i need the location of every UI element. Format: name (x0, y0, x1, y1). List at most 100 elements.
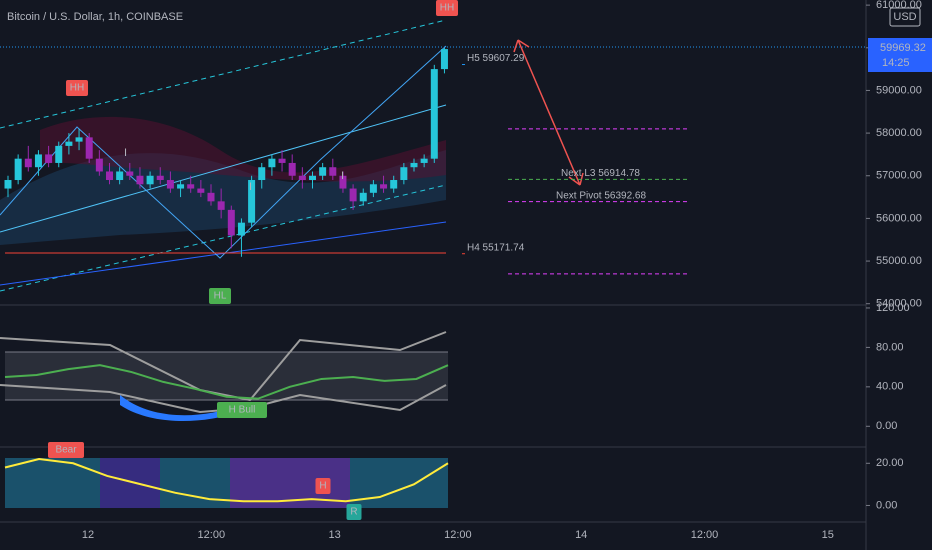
candle-body (298, 175, 306, 181)
candle-body (65, 141, 73, 146)
candle-body (278, 158, 286, 163)
candle-body (197, 188, 205, 193)
price-tick-label: 0.00 (876, 420, 897, 432)
candle-body (55, 145, 63, 163)
indicator-line (4, 458, 449, 503)
candle-body (430, 69, 438, 159)
candle-body (116, 171, 124, 181)
time-label: 12:00 (198, 529, 226, 541)
band (5, 352, 448, 400)
candle-body (146, 175, 154, 185)
signal-marker (217, 402, 267, 418)
level-label: Next L3 56914.78 (561, 168, 640, 179)
signal-label: Bear (55, 445, 77, 456)
price-tick-label: 20.00 (876, 457, 904, 469)
time-label: 12:00 (444, 529, 472, 541)
candle-body (187, 184, 195, 189)
signal-marker (436, 0, 458, 16)
price-tick-label: 56000.00 (876, 212, 922, 224)
candle-body (4, 180, 12, 189)
candle-body (136, 175, 144, 185)
price-tick-label: 57000.00 (876, 170, 922, 182)
candle-body (440, 49, 448, 70)
candle-body (126, 171, 134, 176)
candle-body (380, 184, 388, 189)
candle-body (217, 201, 225, 210)
signal-marker (315, 478, 331, 494)
level-label: H5 59607.29 (467, 53, 525, 64)
candle-body (45, 154, 53, 163)
candle-body (207, 192, 215, 202)
signal-marker (48, 442, 84, 458)
candle-body (319, 167, 327, 176)
candle-body (106, 171, 113, 181)
indicator-line (4, 364, 449, 400)
last-price-box (868, 38, 932, 72)
candle-body (156, 175, 164, 181)
price-tick-label: 55000.00 (876, 255, 922, 267)
price-tick-label: 0.00 (876, 499, 897, 511)
price-tick-label: 80.00 (876, 341, 904, 353)
signal-marker (346, 504, 362, 520)
level-label: Next Pivot 56392.68 (556, 190, 646, 201)
candle-body (24, 158, 32, 168)
time-label: 13 (328, 529, 340, 541)
marker-i: I (341, 170, 344, 182)
symbol-title: Bitcoin / U.S. Dollar, 1h, COINBASE (7, 11, 183, 23)
channel-line (0, 184, 447, 292)
channel-line (0, 19, 447, 129)
cloud (40, 116, 446, 182)
candle-body (390, 180, 398, 189)
time-label: 12 (82, 529, 94, 541)
candle-body (309, 175, 316, 181)
currency[interactable]: USD (893, 11, 916, 23)
envelope (0, 331, 447, 402)
candle-body (85, 137, 93, 159)
candle-body (420, 158, 428, 163)
marker-i: I (249, 181, 252, 193)
candle-body (400, 167, 408, 181)
countdown: 14:25 (882, 57, 910, 69)
last-price: 59969.32 (880, 42, 926, 54)
signal-label: H Bull (229, 405, 256, 416)
time-label: 14 (575, 529, 587, 541)
candle-body (359, 192, 367, 202)
signal-label: HH (70, 83, 84, 94)
candle-body (410, 162, 418, 168)
candle-body (369, 184, 377, 193)
candle-body (248, 180, 256, 223)
candle-body (237, 222, 245, 236)
time-label: 12:00 (691, 529, 719, 541)
price-tick-label: 58000.00 (876, 127, 922, 139)
candle-body (75, 137, 83, 142)
projection-arrow (513, 39, 584, 186)
candle-body (177, 184, 185, 189)
candle-body (14, 158, 22, 181)
candle-body (268, 158, 276, 168)
price-tick-label: 59000.00 (876, 84, 922, 96)
signal-label: HL (214, 291, 227, 302)
marker-i: I (124, 147, 127, 159)
candle-body (95, 158, 103, 172)
candle-body (166, 180, 174, 189)
candle-body (339, 175, 347, 189)
signal-marker (209, 288, 231, 304)
price-tick-label: 40.00 (876, 381, 904, 393)
heatmap (100, 458, 160, 508)
price-tick-label: 61000.00 (876, 0, 922, 11)
channel-line (0, 104, 447, 233)
signal-marker (66, 80, 88, 96)
currency-box[interactable] (889, 7, 921, 27)
signal-label: R (350, 507, 357, 518)
signal-label: HH (440, 3, 454, 14)
price-tick-label: 54000.00 (876, 298, 922, 310)
time-label: 15 (822, 529, 834, 541)
oscillator-fill (120, 395, 240, 422)
candle-body (34, 154, 42, 168)
candle-body (329, 167, 337, 176)
candle-body (288, 162, 296, 176)
candle-body (227, 209, 235, 236)
candle-body (258, 167, 266, 181)
level-label: H4 55171.74 (467, 242, 525, 253)
